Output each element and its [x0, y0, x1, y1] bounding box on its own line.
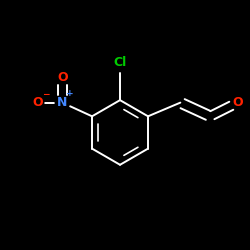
Text: +: + [66, 89, 74, 98]
Circle shape [232, 97, 243, 108]
Text: O: O [32, 96, 43, 109]
Text: O: O [57, 71, 68, 84]
Circle shape [31, 96, 44, 109]
Circle shape [55, 96, 69, 110]
Text: N: N [57, 96, 68, 109]
Text: −: − [42, 90, 49, 99]
Text: O: O [232, 96, 243, 109]
Circle shape [57, 72, 68, 83]
Text: Cl: Cl [114, 56, 127, 69]
Circle shape [112, 56, 128, 70]
